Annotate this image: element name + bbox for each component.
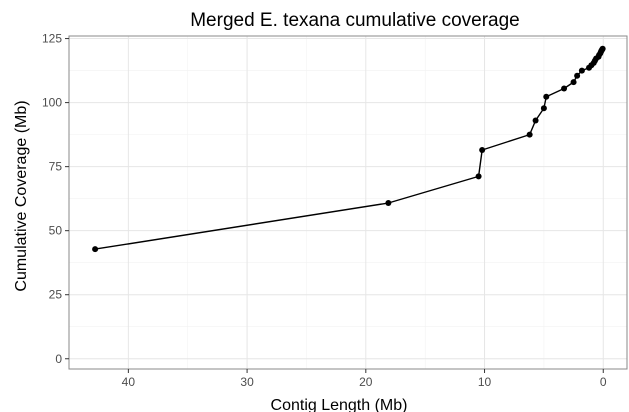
- y-axis: 0 25 50 75 100 125: [42, 32, 69, 366]
- panel-border: [68, 35, 628, 370]
- minor-gridlines: [69, 36, 627, 369]
- plot-panel: [68, 35, 628, 370]
- data-point: [543, 93, 550, 100]
- data-point: [599, 45, 606, 52]
- x-tick-label: 10: [478, 375, 492, 389]
- x-tick-label: 20: [359, 375, 373, 389]
- y-tick-label: 125: [42, 32, 62, 46]
- data-point: [570, 79, 577, 86]
- data-point: [385, 200, 392, 207]
- data-point: [574, 72, 581, 79]
- x-tick-label: 0: [600, 375, 607, 389]
- x-tick-label: 40: [122, 375, 136, 389]
- coverage-line: [95, 48, 604, 250]
- y-tick-label: 75: [49, 160, 63, 174]
- data-point: [479, 146, 486, 153]
- data-point: [532, 117, 539, 124]
- y-tick-label: 0: [55, 352, 62, 366]
- x-tick-label: 30: [240, 375, 254, 389]
- y-tick-label: 50: [49, 224, 63, 238]
- data-point: [92, 246, 99, 253]
- x-axis-title: Contig Length (Mb): [271, 397, 408, 412]
- data-point: [475, 173, 482, 180]
- data-point: [526, 131, 533, 138]
- data-point: [540, 105, 547, 112]
- data-point: [578, 67, 585, 74]
- major-gridlines: [69, 36, 627, 369]
- series-layer: [92, 45, 606, 253]
- chart-title: Merged E. texana cumulative coverage: [190, 10, 520, 31]
- y-tick-label: 25: [49, 288, 63, 302]
- y-axis-title: Cumulative Coverage (Mb): [13, 100, 30, 291]
- y-tick-label: 100: [42, 96, 62, 110]
- x-axis: 40 30 20 10 0: [122, 369, 607, 389]
- data-point: [561, 85, 568, 92]
